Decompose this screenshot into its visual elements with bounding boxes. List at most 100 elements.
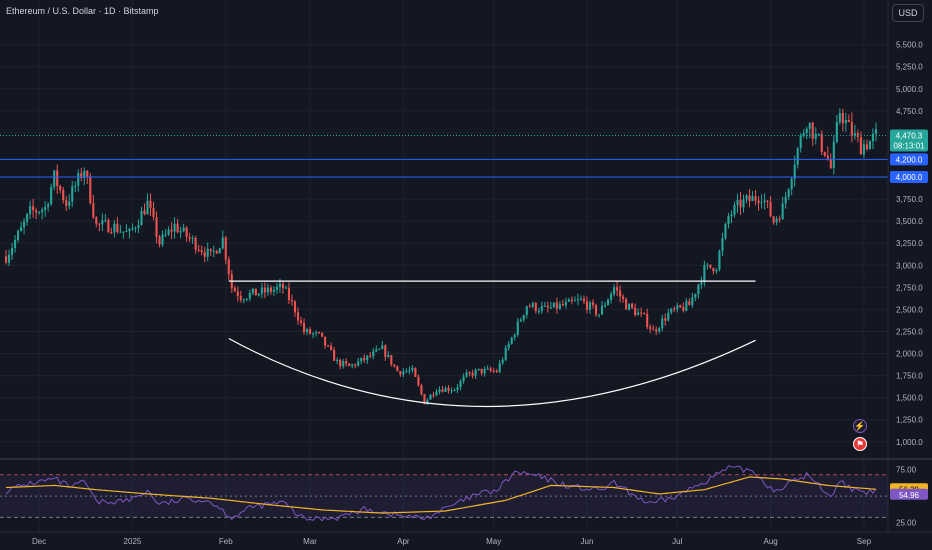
last-price-badge: 4,470.308:13:01 [890, 129, 928, 152]
candle-body [646, 313, 649, 327]
candle [143, 203, 146, 216]
candle-body [296, 312, 300, 321]
candle-body [80, 173, 83, 179]
candle-body [59, 186, 62, 191]
candle-body [757, 200, 760, 204]
candle-body [555, 302, 558, 309]
candle-body [465, 372, 468, 377]
candle [480, 368, 483, 376]
candle [284, 285, 288, 289]
candle [579, 295, 583, 301]
candle-body [293, 301, 297, 313]
candle-body [628, 303, 631, 310]
candle [68, 194, 71, 210]
candle-body [588, 302, 592, 310]
candle-body [182, 227, 185, 231]
candle [107, 218, 110, 233]
candle [375, 345, 378, 353]
candle-body [89, 176, 92, 204]
candle-body [372, 351, 375, 357]
candle [7, 249, 11, 267]
candle-body [682, 307, 685, 311]
candle [245, 298, 248, 302]
candle-body [212, 250, 215, 252]
candle [257, 293, 260, 297]
candle [691, 292, 694, 308]
candle-body [266, 287, 269, 293]
candle [742, 194, 745, 213]
candle [56, 164, 59, 195]
candle-body [730, 214, 733, 217]
candle-body [727, 216, 730, 224]
lightning-icon[interactable]: ⚡ [853, 419, 867, 433]
currency-button[interactable]: USD [892, 4, 924, 22]
candle-body [444, 387, 447, 392]
candle [513, 333, 516, 341]
level-badge-text: 4,000.0 [896, 173, 923, 182]
candle-body [360, 357, 363, 362]
level-badge-bg [890, 171, 928, 184]
candle-body [257, 293, 260, 296]
candle [417, 374, 420, 387]
time-axis[interactable]: Dec 2025 Feb Mar Apr May Jun Jul Aug Sep [0, 531, 932, 546]
candle [610, 291, 613, 304]
candle-body [260, 287, 263, 294]
candle [754, 189, 757, 206]
candle-body [766, 200, 769, 202]
candles[interactable] [4, 108, 878, 405]
candle [811, 121, 814, 146]
candle-body [275, 287, 278, 290]
candle-body [697, 284, 700, 294]
candle-body [655, 329, 658, 332]
candle [483, 366, 486, 377]
candle [856, 129, 859, 143]
candle [817, 133, 820, 137]
candle [567, 297, 570, 302]
candle [730, 210, 733, 223]
candle-body [53, 170, 56, 188]
candle-body [573, 300, 576, 302]
candle-body [173, 223, 176, 232]
candle-body [384, 345, 387, 357]
candle-body [528, 306, 531, 308]
us-flag-icon[interactable]: ⚑ [853, 437, 867, 451]
candle [607, 298, 610, 306]
candle [865, 139, 868, 151]
candle-body [796, 148, 799, 165]
candle-body [315, 332, 318, 334]
candle-body [342, 361, 345, 367]
candle-body [847, 119, 850, 123]
candle [254, 288, 257, 296]
candle-body [420, 385, 423, 395]
candle [342, 358, 345, 369]
candle-body [414, 367, 417, 377]
candle [751, 191, 754, 202]
candle [682, 302, 685, 313]
candle [152, 201, 155, 221]
candle-body [649, 326, 652, 330]
rsi-axis[interactable]: 75.00 25.00 [896, 465, 917, 527]
candle-body [194, 237, 197, 250]
candle-body [805, 128, 808, 134]
candle-body [330, 345, 333, 350]
candle-body [35, 210, 38, 213]
candle [399, 370, 402, 377]
candle-body [498, 363, 501, 372]
candle [616, 281, 619, 297]
candle [227, 256, 230, 281]
price-axis[interactable]: 5,500.05,250.05,000.04,750.04,500.03,750… [887, 0, 923, 532]
candle-body [302, 322, 306, 332]
candle [652, 325, 655, 331]
candle [784, 191, 787, 209]
candle [10, 242, 14, 260]
candle [321, 332, 324, 338]
candle-body [474, 370, 477, 376]
candle-body [278, 283, 281, 288]
candle-body [564, 301, 567, 306]
candle-body [321, 332, 324, 337]
candle-body [582, 298, 586, 302]
candle-body [206, 248, 209, 257]
candle-body [308, 329, 312, 334]
candle-body [110, 232, 113, 234]
